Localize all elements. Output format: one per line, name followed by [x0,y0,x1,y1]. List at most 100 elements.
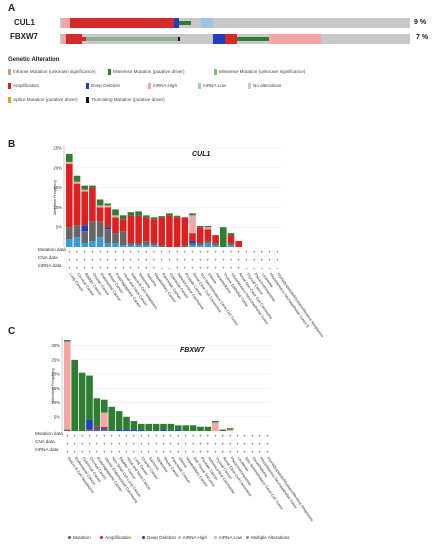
bar-segment-mutation [182,425,189,431]
bar-segment-mutation [64,340,71,342]
data-row-mark: + [162,434,165,439]
bar-segment-mutation [226,428,234,430]
y-tick-label: 20% [53,165,62,170]
track-cul1-background [60,18,410,28]
bottom-legend-dot [142,536,145,540]
bar-segment-mrna-low [89,241,96,247]
bar-segment-mutation [108,406,115,431]
bar-segment-amplification [127,215,135,244]
data-row-mark: + [140,450,143,455]
bar-segment-mutation [66,153,73,162]
data-row-mark: + [162,442,165,447]
bar-segment-deep-deletion [123,429,130,431]
data-row-mark: + [122,266,125,271]
bar-segment-deep-deletion [104,227,112,230]
data-row-mark: + [177,442,180,447]
data-row-mark: + [237,266,240,271]
data-row-mark: + [81,450,84,455]
legend-label: Inframe Mutation (unknown significance) [13,69,96,75]
track-cul1-deep-deletion [174,18,179,28]
data-row-mark: + [184,450,187,455]
bottom-legend-item-1: Amplification [100,535,131,540]
data-row-mark: + [245,250,248,255]
legend-label: Deep Deletion [91,83,121,89]
legend-item-1: Missense Mutation (putative driver) [108,69,185,75]
legend-item-4: Deep Deletion [86,83,120,89]
legend-swatch [108,69,111,75]
data-row-mark: + [184,250,187,255]
data-row-mark: + [221,434,224,439]
panel-label-b: B [8,139,16,150]
data-row-mark: + [130,258,133,263]
data-row-mark: + [214,442,217,447]
data-row-mark: + [222,266,225,271]
data-row-mark: + [110,442,113,447]
bar-segment-mutation [204,426,212,431]
bar-segment-deep-deletion [189,241,196,244]
data-row-mark: + [103,434,106,439]
data-row-mark: + [191,258,194,263]
category-label: Glioma [207,272,218,285]
bottom-legend-item-0: Mutation [68,535,91,540]
data-row-mark: + [103,450,106,455]
legend-label: Missense Mutation (unknown significance) [219,69,306,75]
data-row-mark: + [276,258,279,263]
data-row-mark: + [244,442,247,447]
data-row-mark: + [207,434,210,439]
bar-segment-multiple-alterations [96,221,104,238]
bar-segment-multiple-alterations [73,225,81,238]
bar-segment-multiple-alterations [189,243,196,246]
track-fbxw7-amplification-2 [82,37,86,41]
data-row-mark: + [170,442,173,447]
bar-segment-mutation [160,423,167,430]
bottom-legend-label: Deep Deletion [147,535,177,540]
bar-segment-mutation [173,215,181,218]
bar-segment-mutation [189,425,197,431]
track-fbxw7-truncating [178,37,180,41]
bar-segment-mutation [227,233,235,236]
data-row-mark: + [184,442,187,447]
bar-segment-mutation [86,375,93,420]
data-row-mark: + [107,258,110,263]
data-row-mark: + [276,250,279,255]
data-row-mark: + [199,258,202,263]
bar-segment-amplification [73,183,81,226]
data-row-mark: + [177,450,180,455]
y-tick-label: 20% [51,372,60,377]
legend-label: mRNA High [153,83,177,89]
bottom-legend-item-5: Multiple Alterations [246,535,290,540]
legend-swatch [8,97,11,103]
data-row-mark: + [170,434,173,439]
data-row-mark: + [162,450,165,455]
category-label: Glioma [177,456,188,469]
bar-segment-deep-deletion [101,428,108,430]
bar-segment-mutation [197,426,204,431]
data-row-mark: + [91,250,94,255]
y-tick-label: 15% [51,386,60,391]
bar-segment-amplification [212,235,219,244]
bar-segment-deep-deletion [160,429,167,431]
bar-segment-amplification [189,233,196,242]
bar-segment-multiple-alterations [150,243,158,246]
bar-segment-mrna-low [119,245,127,247]
row-label-1: CNA data [35,439,55,444]
data-row-mark: − [253,266,256,271]
data-row-mark: + [258,442,261,447]
bar-segment-amplification [150,219,158,244]
data-row-mark: + [114,250,117,255]
data-row-mark: + [147,450,150,455]
panel-label-a: A [8,3,16,14]
legend-item-0: Inframe Mutation (unknown significance) [8,69,95,75]
bar-segment-multiple-alterations [104,229,112,244]
data-row-mark: + [168,250,171,255]
bar-segment-mutation [175,425,182,430]
data-row-mark: + [66,434,69,439]
data-row-mark: + [221,450,224,455]
bar-segment-amplification [104,207,112,228]
bar-segment-mrna-high [96,205,104,208]
data-row-mark: + [99,266,102,271]
bar-segment-multiple-alterations [127,243,135,246]
data-row-mark: + [261,258,264,263]
data-row-mark: + [253,250,256,255]
